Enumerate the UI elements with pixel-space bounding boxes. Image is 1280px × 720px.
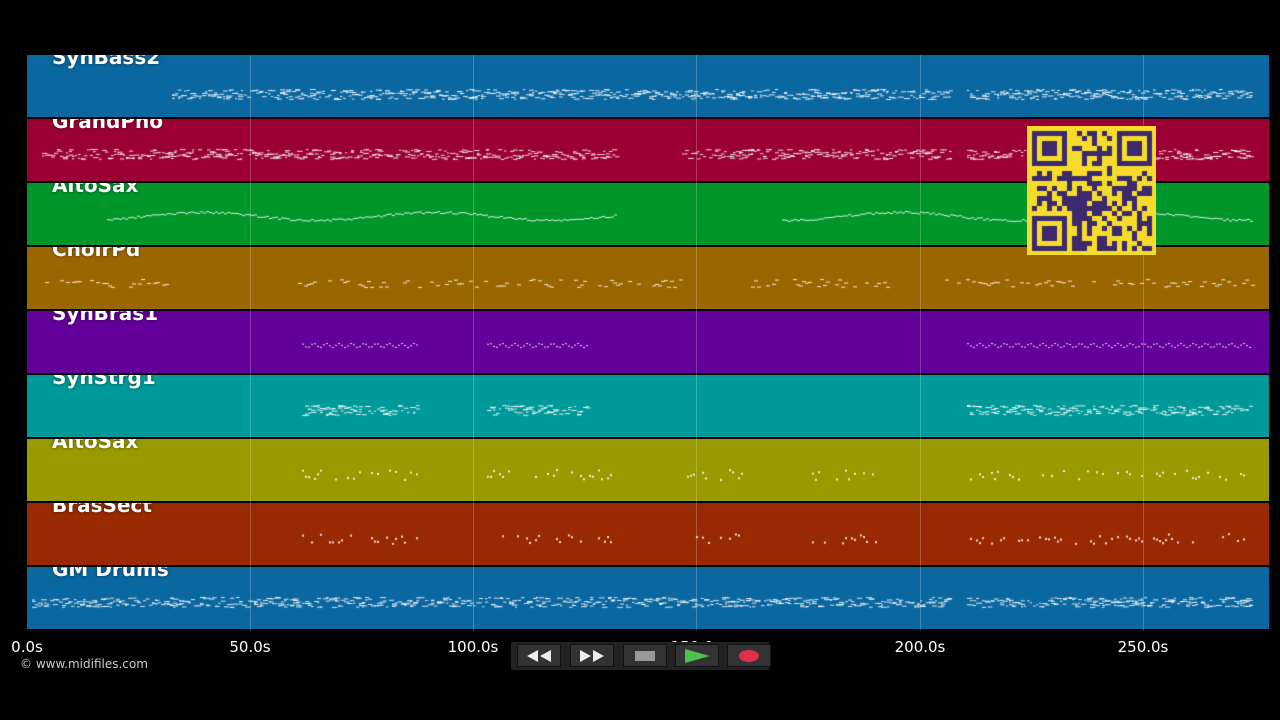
record-icon <box>739 649 759 662</box>
time-tick-label: 250.0s <box>1117 638 1169 656</box>
note-lane <box>27 375 1269 437</box>
track-name: BrasSect <box>52 503 152 517</box>
gridline <box>1143 55 1144 631</box>
note-lane <box>27 439 1269 501</box>
track-name: SynStrg1 <box>52 375 156 389</box>
qr-code-pattern <box>1027 126 1156 255</box>
track-row[interactable]: AltoSax <box>27 439 1269 501</box>
note-lane <box>27 55 1269 117</box>
gridline <box>473 55 474 631</box>
track-row[interactable]: ChoirPd <box>27 247 1269 309</box>
rewind-button[interactable] <box>517 644 561 667</box>
time-tick-label: 50.0s <box>229 638 271 656</box>
gridline <box>696 55 697 631</box>
track-row[interactable]: GM Drums <box>27 567 1269 629</box>
track-name: AltoSax <box>52 439 139 453</box>
fast-forward-icon <box>580 649 604 662</box>
track-name: ChoirPd <box>52 247 141 261</box>
stop-icon <box>635 650 655 661</box>
note-lane <box>27 247 1269 309</box>
note-lane <box>27 567 1269 629</box>
qr-code <box>1027 126 1156 255</box>
track-name: GM Drums <box>52 567 169 581</box>
time-tick-label: 100.0s <box>447 638 499 656</box>
track-row[interactable]: BrasSect <box>27 503 1269 565</box>
time-tick-label: 0.0s <box>11 638 43 656</box>
gridline <box>250 55 251 631</box>
time-tick-label: 200.0s <box>894 638 946 656</box>
track-row[interactable]: SynBass2 <box>27 55 1269 117</box>
track-row[interactable]: SynBras1 <box>27 311 1269 373</box>
rewind-icon <box>527 649 551 662</box>
track-name: AltoSax <box>52 183 139 197</box>
stop-button[interactable] <box>623 644 667 667</box>
track-row[interactable]: SynStrg1 <box>27 375 1269 437</box>
gridline <box>920 55 921 631</box>
note-lane <box>27 503 1269 565</box>
track-name: GrandPno <box>52 119 163 133</box>
record-button[interactable] <box>727 644 771 667</box>
play-button[interactable] <box>675 644 719 667</box>
play-icon <box>685 648 710 663</box>
copyright-text: © www.midifiles.com <box>20 657 148 671</box>
fast-forward-button[interactable] <box>570 644 614 667</box>
track-name: SynBass2 <box>52 55 161 69</box>
note-lane <box>27 311 1269 373</box>
track-name: SynBras1 <box>52 311 159 325</box>
transport-bar <box>511 642 771 670</box>
